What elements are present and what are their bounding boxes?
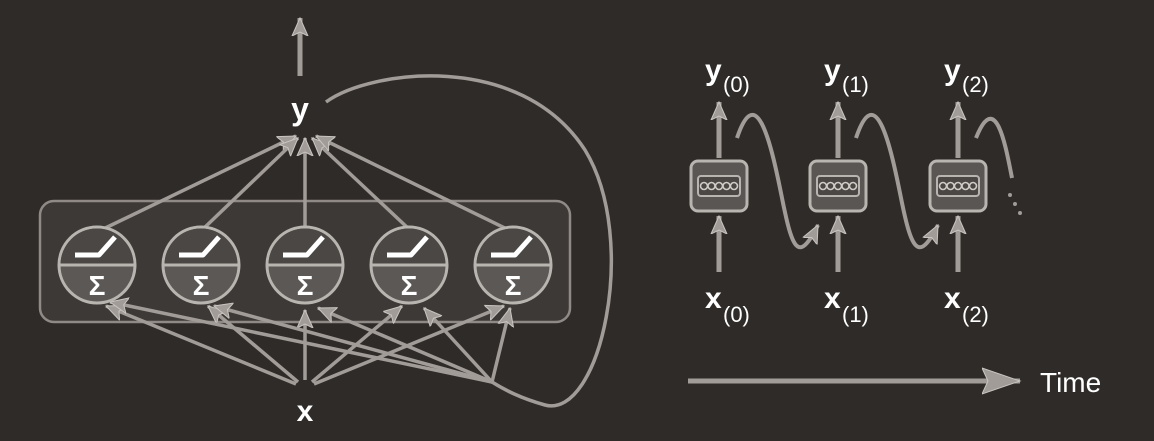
neuron-2: Σ: [161, 225, 241, 305]
input-subscript-0: (0): [723, 302, 750, 327]
sum-symbol: Σ: [505, 270, 522, 301]
recurrent-link-2: [974, 117, 1014, 179]
continuation-dots: [1008, 193, 1022, 215]
input-label-2: x: [944, 282, 961, 315]
input-label: x: [297, 395, 314, 428]
relu-icon: [75, 235, 117, 258]
input-subscript-1: (1): [842, 302, 869, 327]
rnn-cells: y (0)x (0)y (1)x (1)y (2)x (2): [689, 54, 1014, 327]
unrolled-network: y (0)x (0)y (1)x (1)y (2)x (2) Time: [688, 54, 1101, 398]
output-subscript-0: (0): [723, 72, 750, 97]
input-label-1: x: [824, 282, 841, 315]
feedback-n2: [214, 306, 493, 384]
input-subscript-2: (2): [962, 302, 989, 327]
neuron-5: Σ: [473, 225, 553, 305]
sum-symbol: Σ: [89, 270, 106, 301]
rnn-cell-1: y (1)x (1): [808, 54, 940, 327]
neuron-4: Σ: [369, 225, 449, 305]
edge-n4-y: [310, 136, 412, 232]
relu-icon: [179, 235, 221, 258]
output-label-0: y: [705, 54, 722, 87]
relu-icon: [283, 235, 325, 258]
feedback-edges: [110, 302, 510, 384]
edge-n2-y: [200, 136, 300, 232]
output-subscript-2: (2): [962, 72, 989, 97]
output-label-2: y: [944, 54, 961, 87]
left-network: Σ Σ Σ Σ Σ y x: [38, 18, 613, 428]
edge-x-n1: [106, 304, 297, 386]
neuron-1: Σ: [57, 225, 137, 305]
output-subscript-1: (1): [842, 72, 869, 97]
sum-symbol: Σ: [297, 270, 314, 301]
feedback-n1: [110, 302, 493, 384]
neuron-3: Σ: [265, 225, 345, 305]
rnn-cell-0: y (0)x (0): [689, 54, 820, 327]
output-label: y: [291, 91, 309, 127]
sum-symbol: Σ: [401, 270, 418, 301]
feedback-n4: [422, 306, 494, 384]
sum-symbol: Σ: [193, 270, 210, 301]
recurrent-link-1: [854, 112, 940, 250]
relu-icon: [491, 235, 533, 258]
time-label: Time: [1040, 367, 1101, 398]
edge-n5-y: [316, 134, 514, 234]
feedback-n5: [490, 308, 510, 383]
edge-n1-y: [96, 134, 296, 234]
rnn-cell-2: y (2)x (2): [928, 54, 1014, 327]
relu-icon: [387, 235, 429, 258]
recurrent-link-0: [735, 112, 820, 250]
output-label-1: y: [824, 54, 841, 87]
feedback-loop: [324, 74, 613, 408]
neuron-to-output-edges: [96, 134, 514, 234]
feedback-n3: [318, 306, 493, 384]
input-label-0: x: [705, 282, 722, 315]
